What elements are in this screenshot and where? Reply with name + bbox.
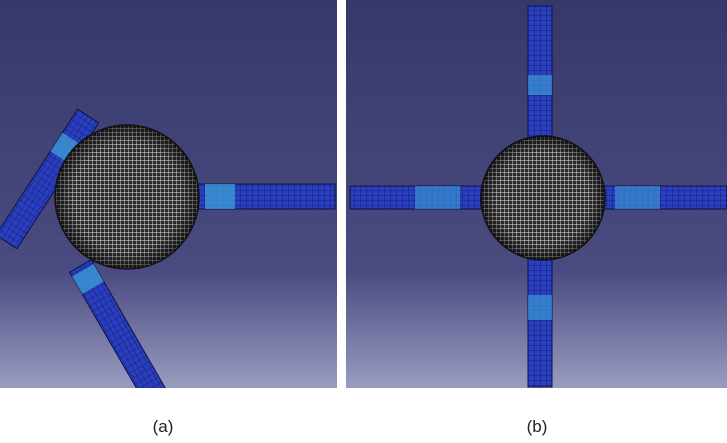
panel-label: (b) (527, 417, 548, 436)
panel-b (346, 0, 727, 388)
panel-a (0, 0, 337, 402)
panel-label: (a) (153, 417, 174, 436)
figure: (a) (b) (0, 0, 727, 443)
